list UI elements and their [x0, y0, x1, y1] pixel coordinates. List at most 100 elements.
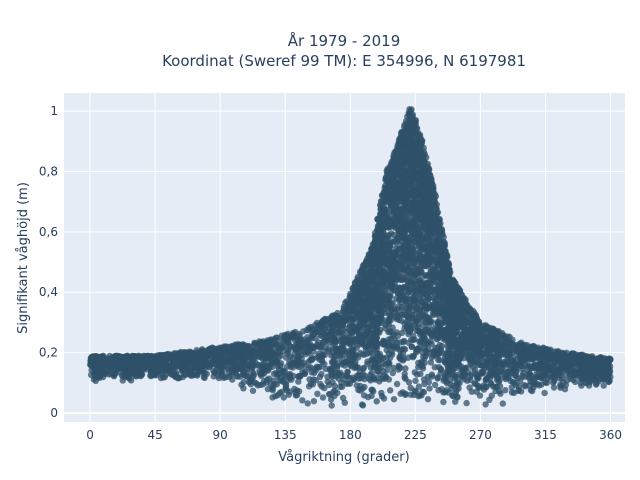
- data-point: [322, 365, 329, 373]
- data-point: [319, 394, 327, 401]
- data-point: [510, 389, 518, 397]
- data-points: [87, 106, 614, 409]
- data-point: [495, 378, 502, 386]
- data-point: [319, 358, 326, 366]
- data-point: [498, 351, 505, 358]
- data-point: [408, 186, 416, 194]
- data-point: [381, 325, 389, 332]
- data-point: [448, 385, 455, 392]
- data-point: [551, 377, 558, 385]
- data-point: [437, 365, 444, 373]
- data-point: [318, 370, 325, 378]
- data-point: [319, 338, 327, 346]
- data-point: [364, 358, 371, 365]
- data-point: [350, 376, 358, 383]
- data-point: [388, 301, 395, 308]
- data-point: [520, 373, 528, 380]
- data-point: [329, 364, 336, 372]
- data-point: [385, 376, 393, 383]
- data-point: [550, 384, 558, 391]
- data-point: [557, 384, 564, 391]
- data-point: [385, 232, 393, 239]
- data-point: [390, 364, 397, 372]
- data-point: [339, 394, 347, 402]
- data-point: [240, 378, 247, 386]
- data-point: [402, 365, 409, 372]
- data-point: [407, 391, 414, 398]
- data-point: [393, 339, 400, 346]
- data-point: [458, 291, 465, 298]
- data-point: [334, 369, 341, 377]
- data-point: [344, 328, 351, 335]
- data-point: [517, 377, 524, 385]
- data-point: [369, 386, 376, 393]
- data-point: [324, 378, 331, 385]
- data-point: [358, 401, 366, 408]
- data-point: [398, 305, 405, 313]
- data-point: [476, 320, 483, 328]
- data-point: [502, 387, 509, 394]
- data-point: [328, 359, 336, 366]
- data-point: [295, 378, 302, 385]
- data-point: [436, 356, 443, 364]
- data-point: [448, 335, 455, 342]
- data-point: [390, 396, 398, 403]
- data-point: [434, 374, 441, 381]
- data-point: [486, 396, 493, 403]
- data-point: [343, 372, 350, 379]
- data-point: [361, 375, 368, 383]
- data-point: [269, 394, 276, 401]
- data-point: [487, 380, 495, 387]
- data-point: [290, 331, 297, 338]
- data-point: [520, 345, 527, 352]
- data-point: [285, 391, 292, 398]
- data-point: [600, 382, 607, 389]
- data-point: [421, 359, 428, 367]
- data-point: [357, 387, 364, 394]
- data-point: [249, 387, 257, 394]
- data-point: [452, 398, 459, 405]
- data-point: [431, 381, 439, 389]
- data-point: [380, 368, 387, 375]
- data-point: [499, 400, 506, 407]
- data-point: [512, 381, 520, 389]
- chart-title-line1: År 1979 - 2019: [288, 31, 401, 50]
- data-point: [446, 376, 454, 384]
- data-point: [426, 295, 433, 302]
- data-point: [312, 377, 319, 384]
- data-point: [397, 356, 405, 363]
- data-point: [415, 383, 423, 390]
- data-point: [339, 331, 346, 338]
- data-point: [378, 393, 386, 400]
- data-point: [578, 382, 585, 389]
- data-point: [314, 390, 321, 397]
- data-point: [360, 364, 367, 372]
- data-point: [441, 389, 449, 396]
- data-point: [396, 284, 403, 291]
- data-point: [476, 392, 484, 399]
- data-point: [390, 344, 397, 351]
- data-point: [483, 375, 491, 383]
- data-point: [373, 398, 380, 405]
- data-point: [349, 317, 357, 325]
- data-point: [321, 384, 328, 392]
- data-point: [397, 390, 404, 397]
- data-point: [240, 385, 247, 392]
- data-point: [393, 380, 401, 388]
- chart-title-line2: Koordinat (Sweref 99 TM): E 354996, N 61…: [162, 52, 526, 70]
- data-point: [397, 311, 405, 318]
- data-point: [389, 369, 396, 377]
- data-point: [476, 384, 483, 391]
- data-point: [380, 375, 388, 382]
- data-point: [392, 258, 399, 266]
- data-point: [362, 331, 370, 338]
- data-point: [368, 349, 375, 356]
- data-point: [297, 359, 304, 366]
- data-point: [466, 384, 473, 391]
- data-point: [405, 379, 413, 386]
- data-point: [387, 354, 394, 361]
- data-point: [310, 398, 318, 405]
- data-point: [572, 378, 579, 386]
- data-point: [441, 372, 449, 379]
